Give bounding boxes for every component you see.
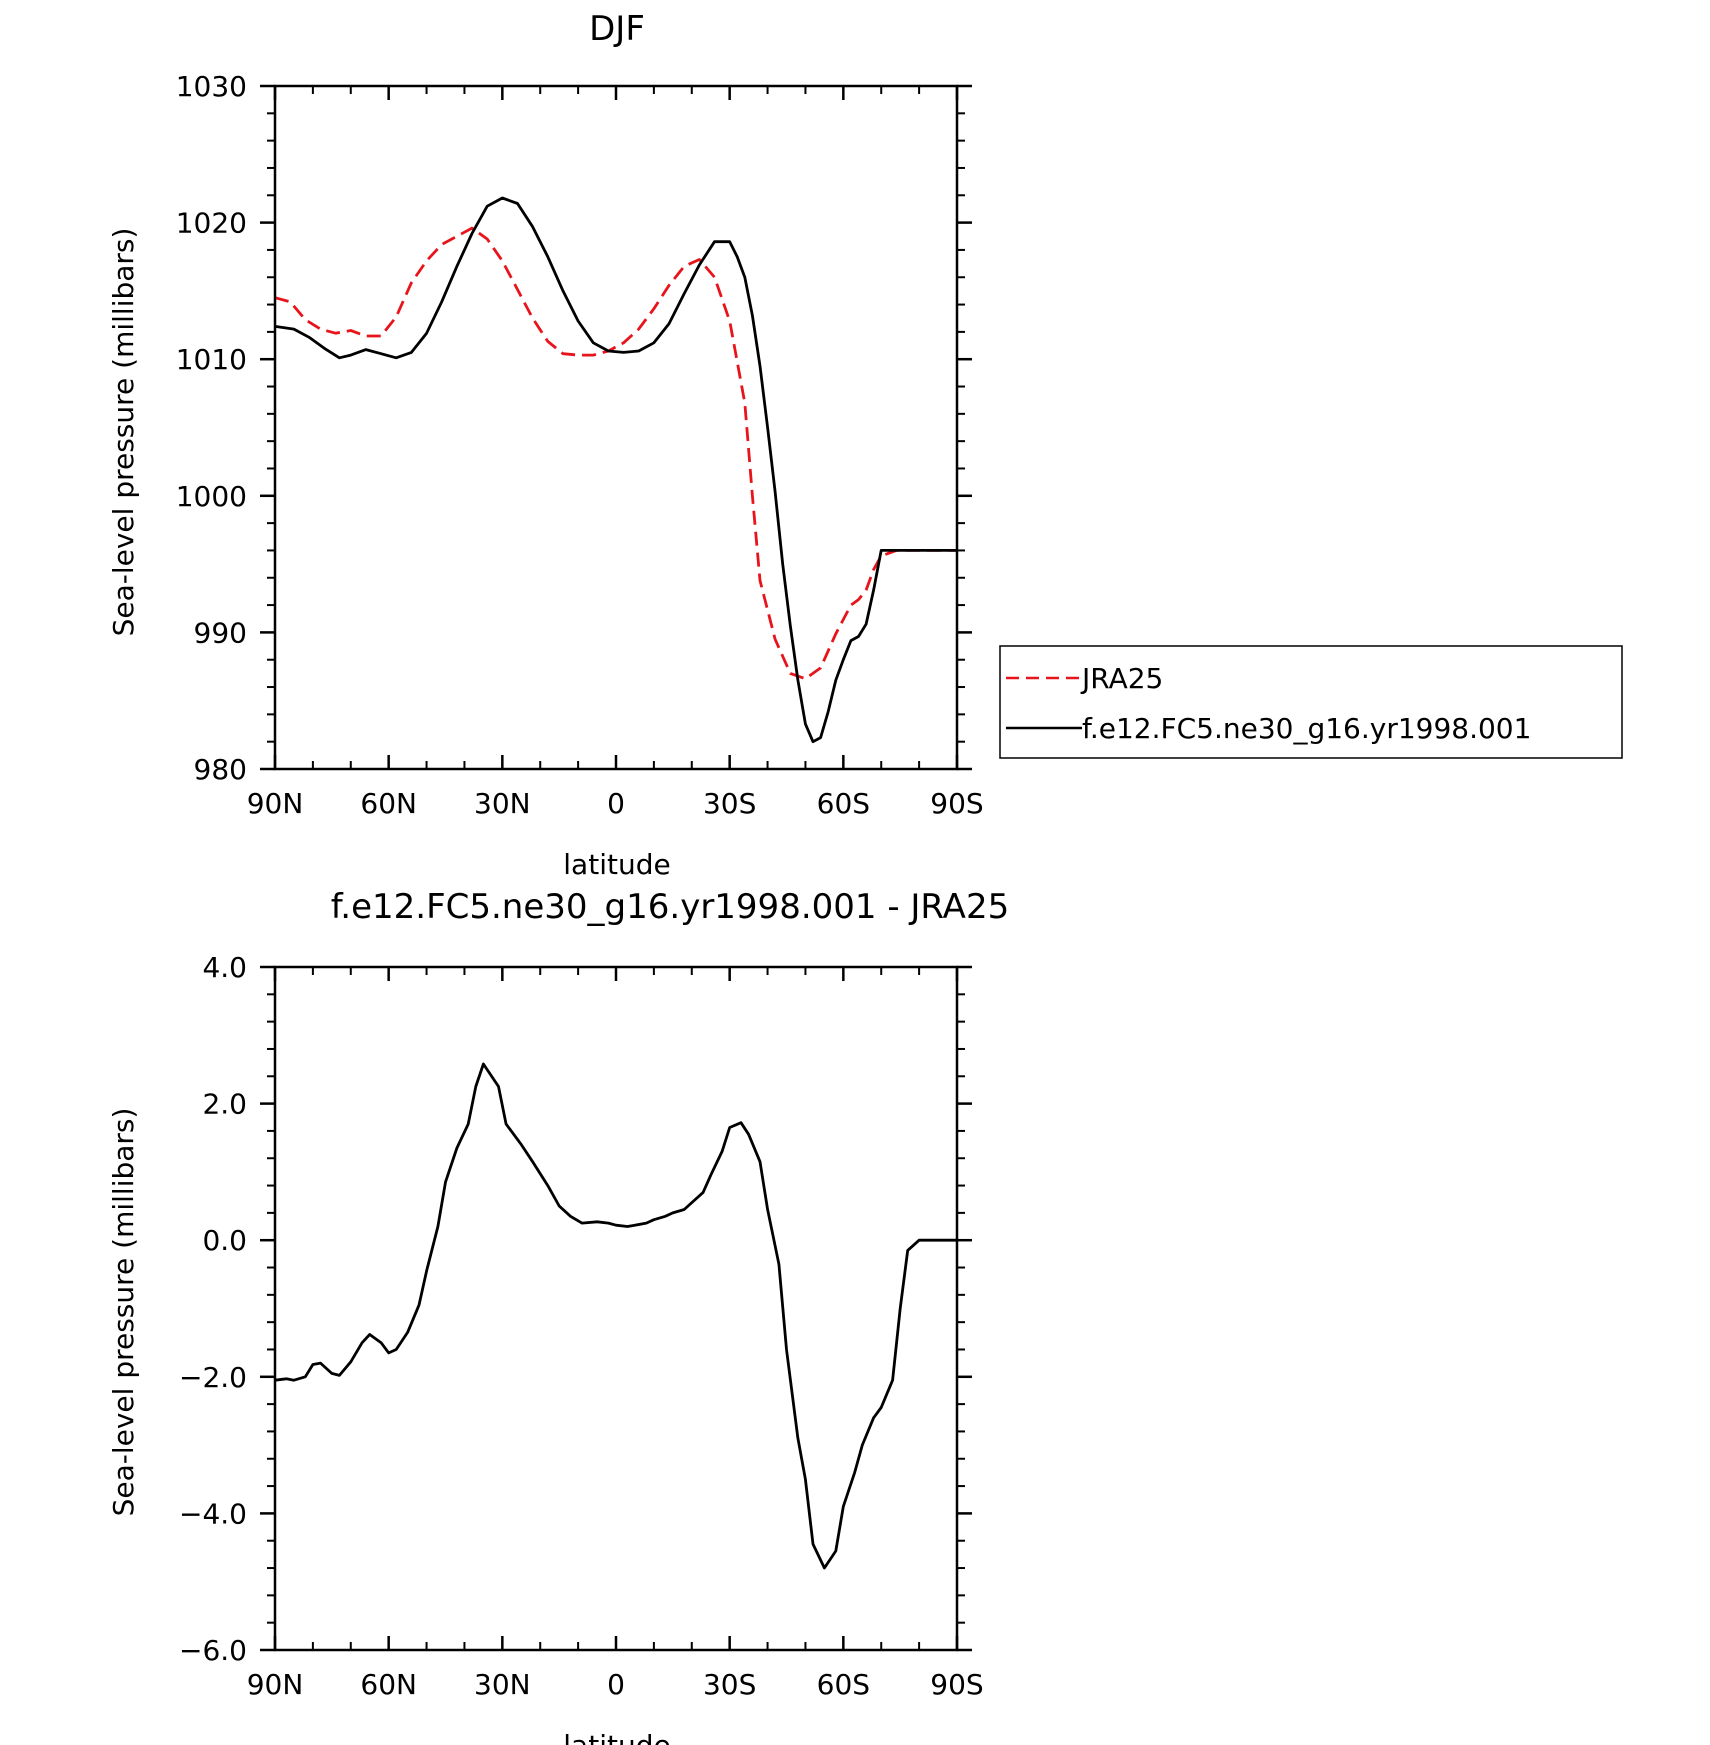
bottom-x-tick-label: 0: [607, 1668, 625, 1701]
top-y-tick-label: 1010: [176, 343, 247, 376]
top-x-tick-label: 90S: [930, 787, 983, 820]
top-y-tick-label: 990: [194, 616, 247, 649]
top-x-tick-label: 90N: [247, 787, 304, 820]
top-y-tick-label: 1000: [176, 480, 247, 513]
top-x-tick-label: 60N: [360, 787, 417, 820]
bottom-panel: f.e12.FC5.ne30_g16.yr1998.001 - JRA25 Se…: [107, 887, 1009, 1745]
top-series-line-f-e12-fc5-ne30-g16-yr1998-001: [274, 196, 957, 744]
top-y-axis-label: Sea-level pressure (millibars): [107, 228, 140, 637]
legend-label-jra25: JRA25: [1080, 662, 1163, 695]
bottom-y-tick-label: 4.0: [202, 951, 247, 984]
bottom-y-tick-label: −6.0: [179, 1634, 247, 1667]
legend-box: [999, 645, 1623, 759]
bottom-y-axis-label: Sea-level pressure (millibars): [107, 1108, 140, 1517]
bottom-chart-title: f.e12.FC5.ne30_g16.yr1998.001 - JRA25: [331, 887, 1009, 927]
bottom-x-tick-label: 90S: [930, 1668, 983, 1701]
bottom-y-tick-label: 0.0: [202, 1224, 247, 1257]
legend: JRA25 f.e12.FC5.ne30_g16.yr1998.001: [999, 645, 1623, 759]
top-axis-ticks: 90N 60N 30N 0 30S 60S 90S 980 990 1000 1010 1020 103…: [176, 70, 984, 820]
top-x-tick-label: 30N: [474, 787, 531, 820]
bottom-x-tick-label: 30N: [474, 1668, 531, 1701]
bottom-x-tick-label: 30S: [703, 1668, 756, 1701]
bottom-x-tick-label: 60N: [360, 1668, 417, 1701]
top-x-tick-label: 30S: [703, 787, 756, 820]
top-series-line-jra25: [274, 226, 957, 681]
top-series-group: [274, 196, 957, 744]
bottom-axis-ticks: 90N 60N 30N 0 30S 60S 90S −6.0 −4.0 −2.0 0.0 2.0 4.0: [179, 951, 984, 1701]
bottom-x-tick-label: 60S: [817, 1668, 870, 1701]
top-x-axis-label: latitude: [563, 848, 670, 881]
top-x-tick-label: 0: [607, 787, 625, 820]
top-x-tick-label: 60S: [817, 787, 870, 820]
bottom-series-line-difference: [274, 1062, 957, 1570]
top-chart-title: DJF: [589, 9, 645, 49]
top-y-tick-label: 1030: [176, 70, 247, 103]
top-y-tick-label: 980: [194, 753, 247, 786]
top-plot-frame: [273, 84, 959, 771]
bottom-y-tick-label: −2.0: [179, 1361, 247, 1394]
top-panel: DJF Sea-level pressure (millibars) latit…: [107, 9, 984, 881]
legend-label-model: f.e12.FC5.ne30_g16.yr1998.001: [1082, 712, 1531, 745]
bottom-y-tick-label: −4.0: [179, 1497, 247, 1530]
bottom-x-tick-label: 90N: [247, 1668, 304, 1701]
bottom-x-axis-label: latitude: [563, 1729, 670, 1745]
bottom-plot-frame: [273, 965, 959, 1652]
bottom-series-group: [274, 1062, 957, 1570]
top-y-tick-label: 1020: [176, 207, 247, 240]
bottom-y-tick-label: 2.0: [202, 1088, 247, 1121]
